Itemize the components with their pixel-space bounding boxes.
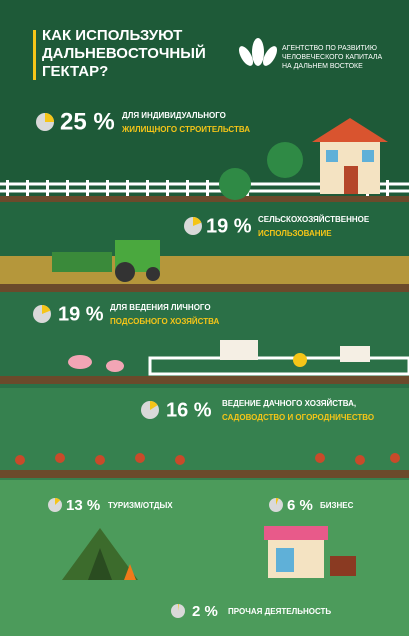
percent: 2 %	[192, 603, 218, 620]
shop-window	[276, 548, 294, 572]
hay	[293, 353, 307, 367]
percent: 19 %	[206, 215, 252, 237]
awning	[264, 526, 328, 540]
ground	[0, 196, 409, 202]
percent: 13 %	[66, 497, 100, 514]
accent-bar	[33, 30, 36, 80]
label: ВЕДЕНИЕ ДАЧНОГО ХОЗЯЙСТВА,	[222, 399, 356, 408]
label: ПОДСОБНОГО ХОЗЯЙСТВА	[110, 317, 220, 326]
label: ПРОЧАЯ ДЕЯТЕЛЬНОСТЬ	[228, 607, 331, 616]
pig	[68, 355, 92, 369]
label: ТУРИЗМ/ОТДЫХ	[108, 501, 173, 510]
window	[326, 150, 338, 162]
title: ГЕКТАР?	[42, 63, 108, 80]
label: ДЛЯ ВЕДЕНИЯ ЛИЧНОГО	[110, 303, 211, 312]
infographic: КАК ИСПОЛЬЗУЮТ ДАЛЬНЕВОСТОЧНЫЙ ГЕКТАР? А…	[0, 0, 409, 636]
ground	[0, 284, 409, 292]
percent: 16 %	[166, 399, 212, 421]
title: КАК ИСПОЛЬЗУЮТ	[42, 27, 182, 44]
trailer	[52, 252, 112, 272]
pig	[106, 360, 124, 372]
percent: 25 %	[60, 108, 115, 135]
agency: НА ДАЛЬНЕМ ВОСТОКЕ	[282, 63, 363, 70]
percent: 19 %	[58, 303, 104, 325]
ground	[0, 470, 409, 478]
door	[344, 166, 358, 194]
percent: 6 %	[287, 497, 313, 514]
ground	[0, 376, 409, 384]
cow	[340, 346, 370, 362]
agency: АГЕНТСТВО ПО РАЗВИТИЮ	[282, 45, 377, 52]
suitcase	[330, 556, 356, 576]
label: БИЗНЕС	[320, 501, 354, 510]
window	[362, 150, 374, 162]
title: ДАЛЬНЕВОСТОЧНЫЙ	[42, 44, 206, 62]
label: СЕЛЬСКОХОЗЯЙСТВЕННОЕ	[258, 215, 370, 224]
label: ДЛЯ ИНДИВИДУАЛЬНОГО	[122, 111, 226, 120]
bush	[219, 168, 251, 200]
label: ИСПОЛЬЗОВАНИЕ	[258, 229, 332, 238]
label: САДОВОДСТВО И ОГОРОДНИЧЕСТВО	[222, 413, 374, 422]
wheel	[146, 267, 160, 281]
agency: ЧЕЛОВЕЧЕСКОГО КАПИТАЛА	[282, 54, 383, 61]
label: ЖИЛИЩНОГО СТРОИТЕЛЬСТВА	[121, 125, 250, 134]
wheel	[115, 262, 135, 282]
tree	[267, 142, 303, 178]
cow	[220, 340, 258, 360]
